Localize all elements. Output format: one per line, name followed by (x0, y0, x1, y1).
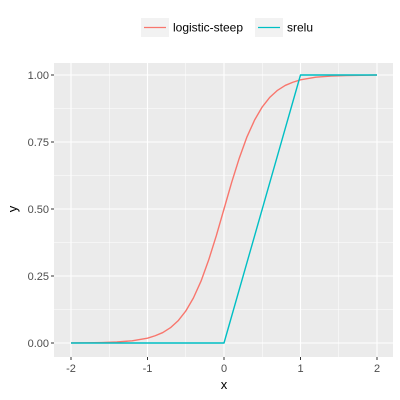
y-tick-label: 0.75 (28, 137, 49, 149)
series-line-logistic-steep (70, 74, 378, 344)
legend-label-logistic-steep: logistic-steep (173, 21, 243, 35)
x-tick-label: 1 (297, 363, 303, 375)
series-lines (70, 74, 378, 344)
y-tick-label: 0.25 (28, 271, 49, 283)
legend-label-srelu: srelu (287, 21, 313, 35)
y-tick-label: 0.00 (28, 338, 49, 350)
y-tick-label: 1.00 (28, 70, 49, 82)
x-tick-label: -2 (66, 363, 76, 375)
series-line-srelu (71, 74, 377, 344)
x-tick-label: 2 (374, 363, 380, 375)
x-axis-title: x (221, 377, 228, 392)
y-axis-title: y (5, 205, 20, 212)
y-tick-label: 0.50 (28, 204, 49, 216)
x-tick-label: 0 (221, 363, 227, 375)
x-tick-label: -1 (143, 363, 153, 375)
legend: logistic-steep srelu (141, 18, 313, 37)
y-axis: 0.00 0.25 0.50 0.75 1.00 (28, 70, 54, 350)
x-axis: -2 -1 0 1 2 (66, 357, 380, 375)
